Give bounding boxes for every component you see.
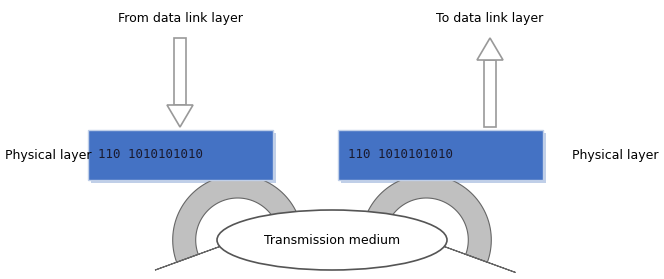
Bar: [484, 60, 496, 127]
Text: 110 1010101010: 110 1010101010: [348, 148, 453, 162]
Polygon shape: [444, 247, 515, 273]
Polygon shape: [173, 175, 303, 262]
Bar: [338, 130, 543, 180]
Polygon shape: [155, 244, 226, 270]
Bar: [88, 130, 273, 180]
Ellipse shape: [217, 210, 447, 270]
Text: To data link layer: To data link layer: [436, 12, 544, 25]
Text: From data link layer: From data link layer: [118, 12, 242, 25]
Bar: [174, 38, 186, 105]
Text: Physical layer: Physical layer: [572, 148, 659, 162]
Polygon shape: [167, 105, 193, 127]
Text: 110 1010101010: 110 1010101010: [98, 148, 203, 162]
Text: Transmission medium: Transmission medium: [264, 234, 400, 247]
Text: Physical layer: Physical layer: [5, 148, 92, 162]
Bar: [341, 133, 546, 183]
Polygon shape: [361, 175, 491, 262]
Polygon shape: [477, 38, 503, 60]
Bar: [91, 133, 276, 183]
